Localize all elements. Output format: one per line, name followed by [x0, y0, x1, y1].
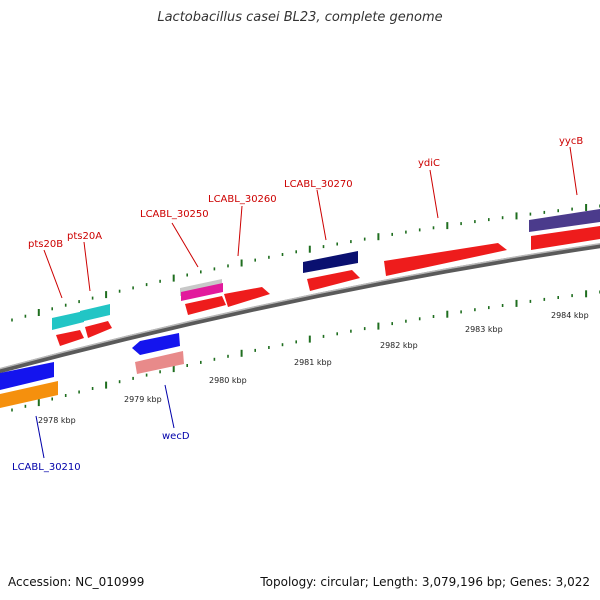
genome-backbone-highlight — [0, 242, 600, 370]
upper-tick-row — [11, 204, 600, 322]
forward-strand-genes — [52, 209, 600, 346]
kbp-labels: 2978 kbp 2979 kbp 2980 kbp 2981 kbp 2982… — [38, 311, 589, 425]
kbp-label: 2978 kbp — [38, 416, 76, 425]
label-pts20A[interactable]: pts20A — [67, 231, 102, 242]
gene-ydiC-arrow[interactable] — [384, 243, 507, 276]
gene-LCABL_30270-arrow[interactable] — [307, 270, 360, 291]
kbp-label: 2980 kbp — [209, 376, 247, 385]
gene-LCABL_30210-orange[interactable] — [0, 381, 58, 408]
kbp-label: 2981 kbp — [294, 358, 332, 367]
gene-wecD-arrow[interactable] — [132, 333, 180, 355]
gene-pts20B-arrow[interactable] — [56, 330, 84, 346]
gene-pts20A-arrow[interactable] — [85, 321, 112, 338]
kbp-label: 2982 kbp — [380, 341, 418, 350]
gene-LCABL_30250-arrow[interactable] — [185, 296, 226, 315]
label-yycB[interactable]: yycB — [559, 136, 583, 147]
label-ydiC[interactable]: ydiC — [418, 158, 440, 169]
label-LCABL_30260[interactable]: LCABL_30260 — [208, 194, 277, 205]
label-LCABL_30210[interactable]: LCABL_30210 — [12, 462, 81, 473]
label-LCABL_30270[interactable]: LCABL_30270 — [284, 179, 353, 190]
gene-LCABL_30210-box[interactable] — [0, 362, 54, 390]
genome-backbone — [0, 243, 600, 374]
gene-LCABL_30270-box[interactable] — [303, 251, 358, 273]
label-wecD[interactable]: wecD — [162, 431, 190, 442]
genome-summary-text: Topology: circular; Length: 3,079,196 bp… — [260, 575, 590, 589]
gene-LCABL_30250-pink[interactable] — [181, 283, 223, 301]
reverse-strand-genes — [0, 333, 184, 408]
gene-pts20A-box[interactable] — [80, 304, 110, 322]
kbp-label: 2984 kbp — [551, 311, 589, 320]
label-LCABL_30250[interactable]: LCABL_30250 — [140, 209, 209, 220]
gene-yycB-arrow[interactable] — [531, 226, 600, 250]
genome-title: Lactobacillus casei BL23, complete genom… — [157, 10, 443, 25]
gene-yycB-box[interactable] — [529, 209, 600, 232]
lower-tick-row — [11, 290, 600, 412]
accession-text: Accession: NC_010999 — [8, 575, 145, 589]
gene-callouts: pts20B pts20A LCABL_30250 LCABL_30260 LC… — [12, 136, 583, 473]
gene-LCABL_30260-arrow[interactable] — [224, 287, 270, 307]
label-pts20B[interactable]: pts20B — [28, 239, 63, 250]
kbp-label: 2979 kbp — [124, 395, 162, 404]
gene-wecD-pink[interactable] — [135, 351, 184, 374]
gene-pts20B-box[interactable] — [52, 311, 84, 330]
kbp-label: 2983 kbp — [465, 325, 503, 334]
